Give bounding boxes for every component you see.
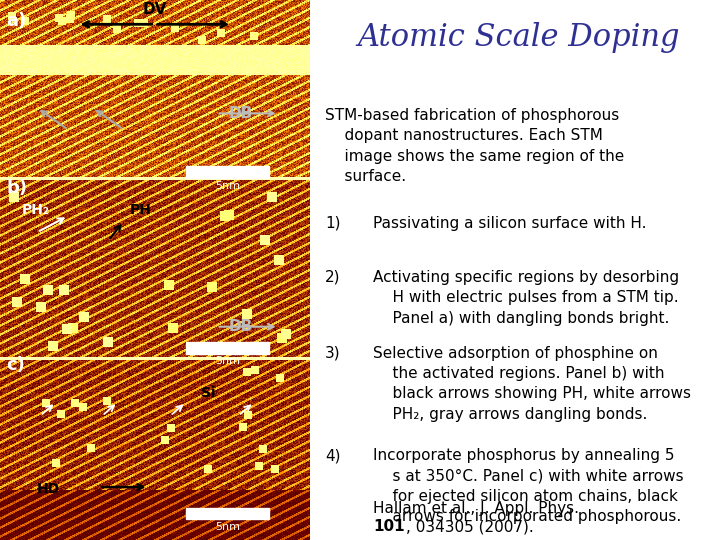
Text: 101: 101 [373,519,405,535]
Text: Selective adsorption of phosphine on
    the activated regions. Panel b) with
  : Selective adsorption of phosphine on the… [373,346,691,422]
Text: HD: HD [37,482,60,496]
Text: Si: Si [202,386,216,400]
Text: 5nm: 5nm [215,181,240,191]
Bar [186,342,269,354]
Text: 5nm: 5nm [215,356,240,367]
Text: DB: DB [229,319,253,334]
Text: a): a) [6,12,27,30]
Bar [186,508,269,519]
Text: DB: DB [229,106,253,121]
Text: Incorporate phosphorus by annealing 5
    s at 350°C. Panel c) with white arrows: Incorporate phosphorus by annealing 5 s … [373,448,684,524]
Text: 1): 1) [325,216,341,231]
Text: Atomic Scale Doping: Atomic Scale Doping [357,22,680,52]
Text: 4): 4) [325,448,341,463]
Text: Activating specific regions by desorbing
    H with electric pulses from a STM t: Activating specific regions by desorbing… [373,270,680,326]
Text: , 034305 (2007).: , 034305 (2007). [406,519,534,535]
Text: 2): 2) [325,270,341,285]
Text: STM-based fabrication of phosphorous
    dopant nanostructures. Each STM
    ima: STM-based fabrication of phosphorous dop… [325,108,624,184]
Bar [186,166,269,178]
Text: b): b) [6,179,27,197]
Text: c): c) [6,356,25,374]
Text: PH₂: PH₂ [22,202,50,217]
Text: 3): 3) [325,346,341,361]
Text: Hallam et al., J. Appl. Phys.: Hallam et al., J. Appl. Phys. [373,501,580,516]
Text: 5nm: 5nm [215,522,240,532]
Text: Passivating a silicon surface with H.: Passivating a silicon surface with H. [373,216,647,231]
Text: DV: DV [143,2,167,17]
Text: PH: PH [130,202,152,217]
